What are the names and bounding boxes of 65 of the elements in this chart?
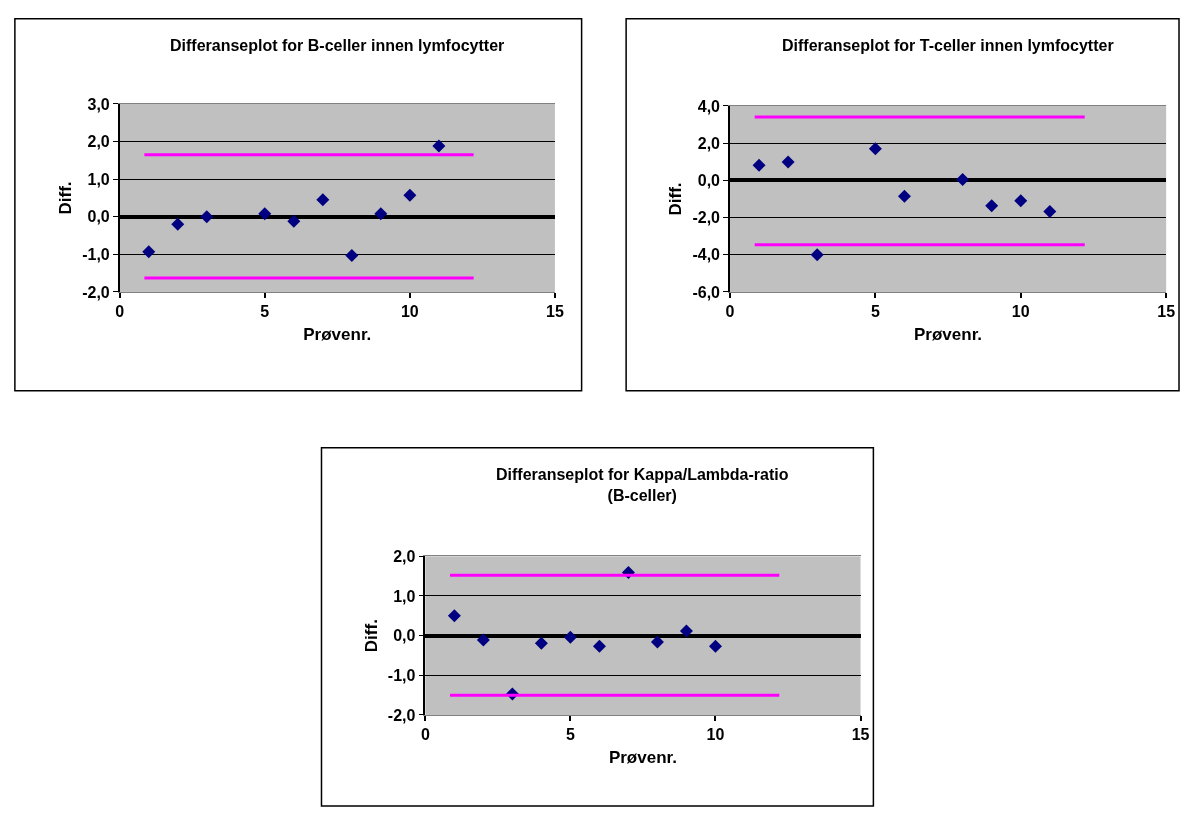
point [287,214,301,228]
point [258,207,272,221]
point [316,193,330,207]
point [985,199,999,213]
point [432,139,446,153]
x-tick-label: 0 [420,726,430,744]
point [563,630,577,644]
y-tick-label: -1,0 [387,666,416,684]
y-tick-label: -2,0 [82,283,110,301]
y-axis-title: Diff. [361,619,381,653]
chart-title: Differanseplot for Kappa/Lambda-ratio (B-celler) [496,466,789,504]
y-tick-label: 0,0 [393,627,416,645]
point [956,173,970,187]
y-tick-label: 0,0 [697,171,721,189]
x-axis-title: Prøvenr. [303,324,372,344]
point [708,639,722,653]
y-axis-title: Diff. [56,181,76,215]
y-tick-label: 2,0 [87,133,110,151]
point [345,248,359,262]
x-tick-label: 15 [546,303,564,321]
x-tick-label: 0 [115,303,125,321]
y-tick-label: 2,0 [697,134,721,152]
x-tick-label: 5 [565,726,575,744]
y-tick-label: -4,0 [692,246,721,264]
point [447,609,461,623]
point [403,188,417,202]
x-tick-label: 10 [706,726,725,744]
y-tick-label: 3,0 [87,95,110,113]
point [1014,194,1028,208]
x-axis-title: Prøvenr. [914,324,983,344]
point [374,207,388,221]
point [534,636,548,650]
chart-title: Differanseplot for B-celler innen lymfocytter [170,37,505,54]
point [810,248,824,262]
point [679,624,693,638]
point [868,142,882,156]
point [650,635,664,649]
x-tick-label: 15 [1157,303,1176,321]
point [476,633,490,647]
x-tick-label: 0 [725,303,735,321]
x-tick-label: 10 [400,303,419,321]
point [897,189,911,203]
y-tick-label: -2,0 [692,209,721,227]
y-tick-label: -1,0 [82,245,110,263]
y-tick-label: 1,0 [393,587,416,605]
y-tick-label: 2,0 [393,547,416,565]
y-tick-label: 4,0 [697,97,721,115]
point [171,217,185,231]
point [592,639,606,653]
x-axis-title: Prøvenr. [608,747,677,767]
x-tick-label: 5 [260,303,270,321]
point [1043,205,1057,219]
y-tick-label: -2,0 [387,706,416,724]
point [200,210,214,224]
y-tick-label: -6,0 [692,283,721,301]
x-tick-label: 10 [1011,303,1030,321]
point [752,158,766,172]
x-tick-label: 15 [851,726,870,744]
x-tick-label: 5 [870,303,880,321]
chart-title: Differanseplot for T-celler innen lymfocytter [782,37,1114,54]
y-tick-label: 1,0 [87,170,110,188]
y-axis-title: Diff. [666,182,686,216]
y-tick-label: 0,0 [87,208,110,226]
point [781,155,795,169]
point [142,245,156,259]
